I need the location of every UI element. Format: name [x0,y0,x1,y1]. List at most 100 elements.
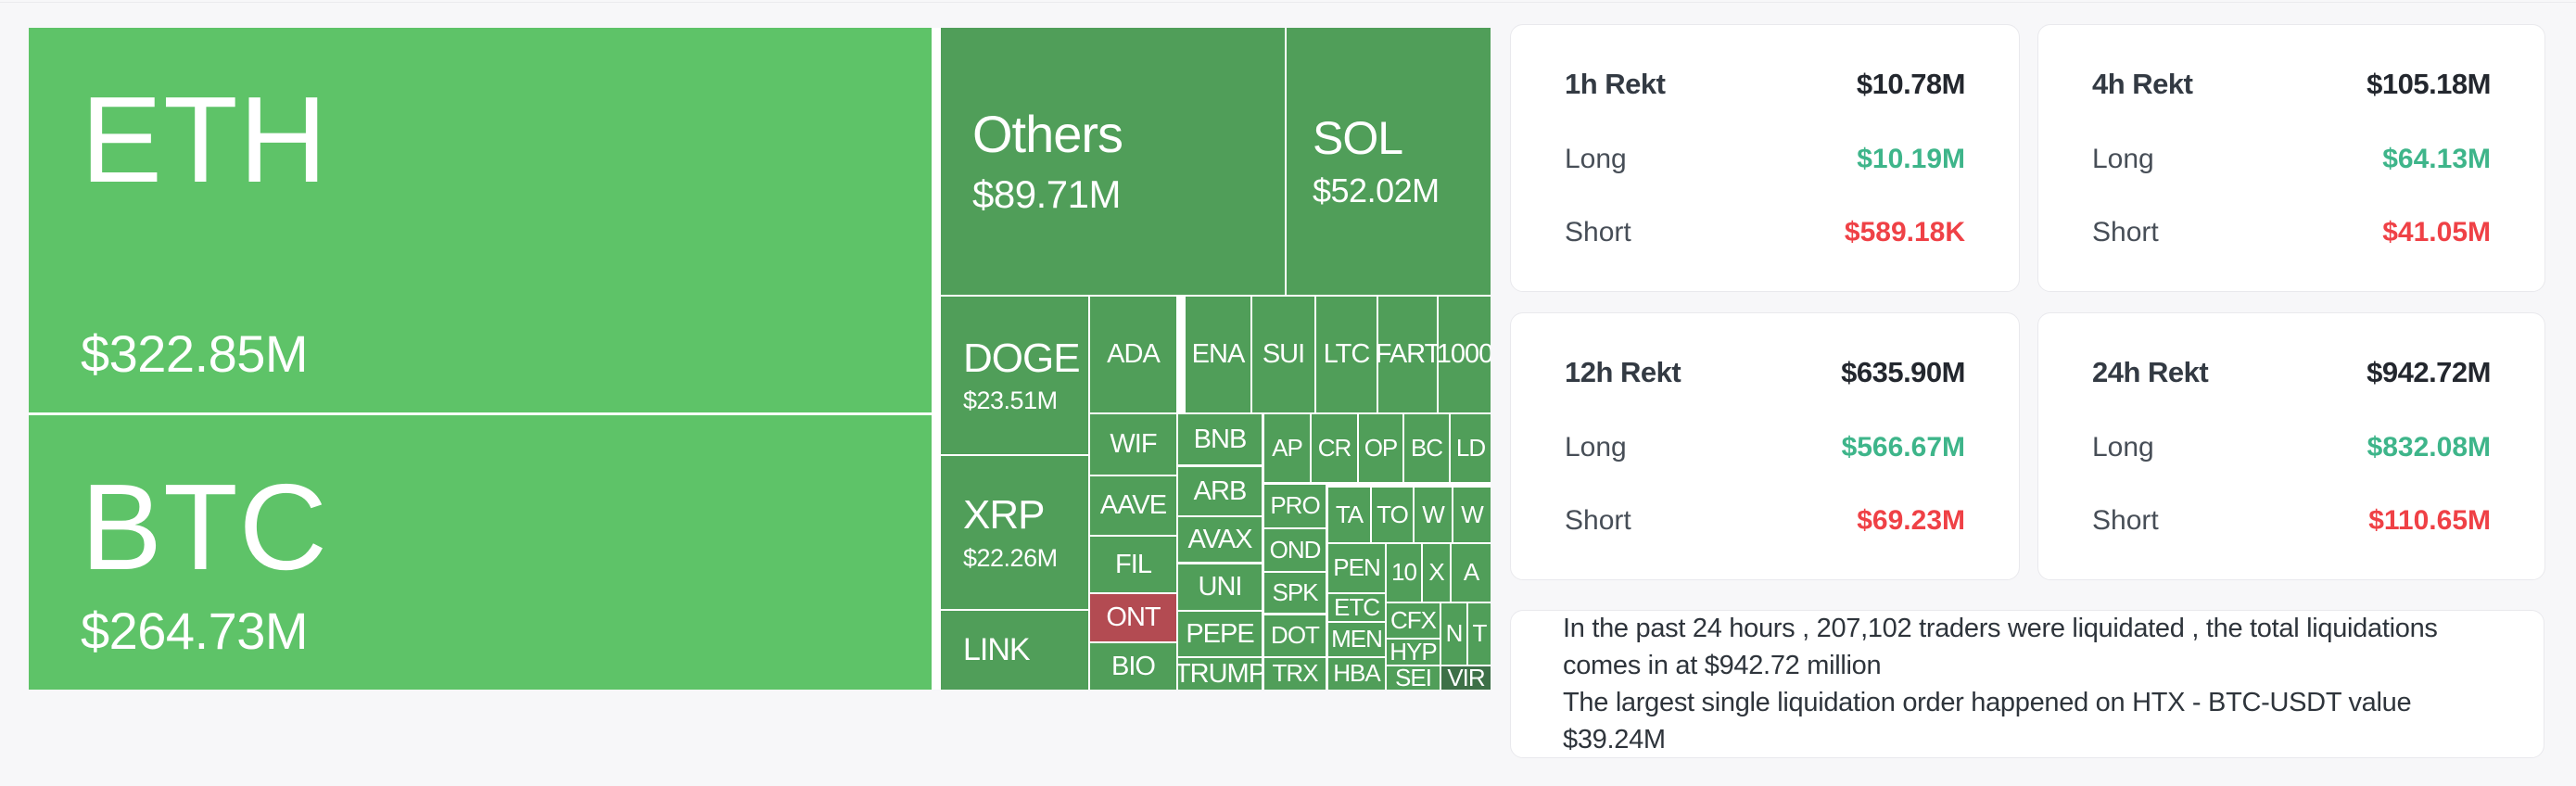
tile-symbol: XRP [963,492,1045,539]
tile-symbol: LD [1455,433,1486,462]
summary-line-1: In the past 24 hours , 207,102 traders w… [1563,614,2438,680]
tile-symbol: BTC [81,459,328,595]
treemap-tile-arb[interactable]: ARB [1178,467,1262,515]
tile-value: $22.26M [963,543,1058,572]
treemap-tile-others[interactable]: Others $89.71M [941,28,1285,295]
rekt-card-long-row: Long $832.08M [2092,432,2491,463]
treemap-tile-ltc[interactable]: LTC [1316,297,1377,412]
treemap-tile-pen[interactable]: PEN [1328,544,1385,592]
tile-symbol: HBA [1333,659,1380,688]
tile-symbol: LINK [963,631,1031,667]
treemap-tile-t[interactable]: T [1468,603,1491,665]
treemap-tile-xrp[interactable]: XRP $22.26M [941,456,1088,609]
tile-symbol: ENA [1191,339,1246,370]
short-value: $69.23M [1857,505,1965,536]
treemap-tile-men[interactable]: MEN [1328,623,1385,656]
treemap-tile-link[interactable]: LINK [941,611,1088,690]
tile-symbol: W [1422,500,1445,528]
tile-value: $23.51M [963,387,1058,415]
rekt-card-long-row: Long $566.67M [1565,432,1965,463]
long-value: $64.13M [2382,143,2491,174]
treemap-tile-pro[interactable]: PRO [1264,485,1326,527]
treemap-tile-a[interactable]: A [1452,544,1491,602]
treemap-tile-sei[interactable]: SEI [1387,666,1440,690]
treemap-tile-uni[interactable]: UNI [1178,564,1262,610]
tile-symbol: BIO [1111,651,1156,681]
treemap-tile-ond[interactable]: OND [1264,529,1326,571]
tile-symbol: ADA [1107,339,1161,370]
tile-symbol: BC [1410,433,1443,462]
treemap-tile-hba[interactable]: HBA [1328,658,1385,690]
tile-symbol: FIL [1115,549,1152,579]
rekt-card-title-row: 1h Rekt $10.78M [1565,68,1966,101]
rekt-card-long-row: Long $10.19M [1565,144,1965,175]
tile-symbol: PRO [1270,491,1320,520]
liquidation-summary-box: In the past 24 hours , 207,102 traders w… [1510,610,2544,758]
summary-line-2: The largest single liquidation order hap… [1563,688,2412,754]
long-value: $566.67M [1841,431,1965,463]
treemap-tile-wif[interactable]: WIF [1090,414,1176,475]
treemap-tile-aave[interactable]: AAVE [1090,476,1176,535]
tile-symbol: AP [1272,433,1303,462]
treemap-tile-ada[interactable]: ADA [1090,297,1176,412]
treemap-tile-eth[interactable]: ETH $322.85M [29,28,932,412]
rekt-card-title-row: 12h Rekt $635.90M [1565,356,1965,389]
tile-symbol: Others [972,105,1123,164]
treemap-tile-cr[interactable]: CR [1312,414,1357,482]
treemap-tile-etc[interactable]: ETC [1328,594,1385,621]
treemap-tile-op[interactable]: OP [1359,414,1402,482]
short-label: Short [2092,217,2159,247]
treemap-tile-w[interactable]: W [1453,488,1491,542]
long-label: Long [2092,431,2154,463]
treemap-tile-1000[interactable]: 1000 [1439,297,1491,412]
tile-symbol: ETC [1334,594,1380,621]
treemap-tile-w[interactable]: W [1415,488,1452,542]
long-value: $10.19M [1857,143,1965,174]
tile-symbol: BNB [1193,424,1248,454]
short-label: Short [2092,505,2159,536]
treemap-tile-bnb[interactable]: BNB [1178,414,1262,464]
treemap-tile-to[interactable]: TO [1372,488,1413,542]
tile-symbol: SEI [1395,666,1432,690]
treemap-tile-sol[interactable]: SOL $52.02M [1287,28,1491,295]
treemap-tile-ont[interactable]: ONT [1090,594,1176,641]
treemap-tile-pepe[interactable]: PEPE [1178,612,1262,656]
treemap-tile-vir[interactable]: VIR [1441,666,1491,690]
long-value: $832.08M [2367,431,2491,463]
treemap-tile-trx[interactable]: TRX [1264,658,1326,690]
rekt-card-total: $942.72M [2367,356,2491,388]
treemap-tile-fart[interactable]: FART [1378,297,1437,412]
treemap-tile-sui[interactable]: SUI [1252,297,1314,412]
rekt-card-title: 24h Rekt [2092,356,2209,388]
treemap-tile-bc[interactable]: BC [1404,414,1449,482]
treemap-tile-spk[interactable]: SPK [1264,573,1326,613]
treemap-tile-ena[interactable]: ENA [1186,297,1250,412]
treemap-tile-trump[interactable]: TRUMP [1178,658,1262,690]
tile-symbol: W [1461,500,1484,528]
treemap-tile-ap[interactable]: AP [1264,414,1310,482]
treemap-tile-n[interactable]: N [1441,603,1466,665]
tile-symbol: ONT [1106,602,1161,633]
long-label: Long [1565,431,1627,463]
tile-symbol: HYP [1390,640,1437,665]
treemap-tile-btc[interactable]: BTC $264.73M [29,415,932,690]
tile-symbol: ARB [1193,475,1248,506]
treemap-tile-ld[interactable]: LD [1451,414,1491,482]
tile-symbol: WIF [1110,429,1157,460]
treemap-tile-hyp[interactable]: HYP [1387,640,1440,665]
treemap-tile-doge[interactable]: DOGE $23.51M [941,297,1088,454]
treemap-tile-bio[interactable]: BIO [1090,643,1176,690]
treemap-tile-cfx[interactable]: CFX [1387,603,1440,638]
tile-symbol: SOL [1313,112,1403,165]
rekt-card-short-row: Short $110.65M [2092,505,2491,537]
rekt-card-title: 4h Rekt [2092,68,2193,100]
rekt-card-total: $10.78M [1856,68,1966,100]
treemap-tile-10[interactable]: 10 [1387,544,1421,602]
treemap-tile-dot[interactable]: DOT [1264,615,1326,656]
tile-symbol: ETH [81,71,328,208]
tile-symbol: CFX [1390,605,1437,634]
treemap-tile-ta[interactable]: TA [1328,488,1370,542]
treemap-tile-fil[interactable]: FIL [1090,537,1176,592]
treemap-tile-avax[interactable]: AVAX [1178,517,1262,562]
treemap-tile-x[interactable]: X [1423,544,1450,602]
